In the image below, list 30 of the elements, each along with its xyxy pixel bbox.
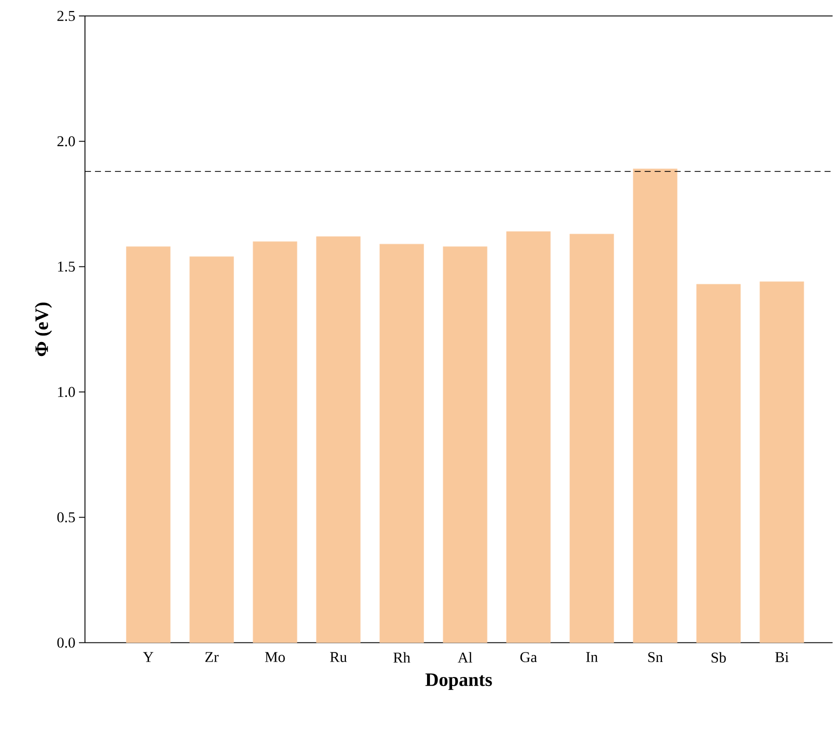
x-tick-label: Ru [330,652,347,662]
bar [632,168,678,644]
x-tick-label: In [586,652,598,662]
x-axis-title: Dopants [425,674,492,690]
y-tick-label: 1.5 [58,262,75,272]
bar [252,242,298,644]
y-tick-label: 1.0 [58,387,75,398]
y-tick-label: 0.0 [57,638,75,648]
x-tick-label: Bi [775,652,789,662]
y-tick-label: 2.0 [57,136,75,147]
bar [126,246,170,644]
x-tick-label: Mo [265,652,285,662]
bar [380,244,424,644]
bar [442,246,488,644]
bar [189,256,234,644]
x-tick-label: Ga [520,652,537,662]
y-tick-label: 0.5 [57,512,75,523]
bar [570,234,614,644]
bar [760,282,804,644]
bar [696,284,741,644]
bar [316,236,361,644]
y-axis-title: Φ (eV) [34,302,52,356]
x-tick-label: Rh [393,652,410,663]
x-tick-label: Zr [205,652,219,662]
x-tick-label: Sb [712,652,726,663]
bar [506,232,551,644]
x-tick-label: Sn [648,652,663,662]
x-tick-label: Al [458,652,472,663]
y-tick-label: 2.5 [57,11,75,22]
x-tick-label: Y [143,652,154,662]
